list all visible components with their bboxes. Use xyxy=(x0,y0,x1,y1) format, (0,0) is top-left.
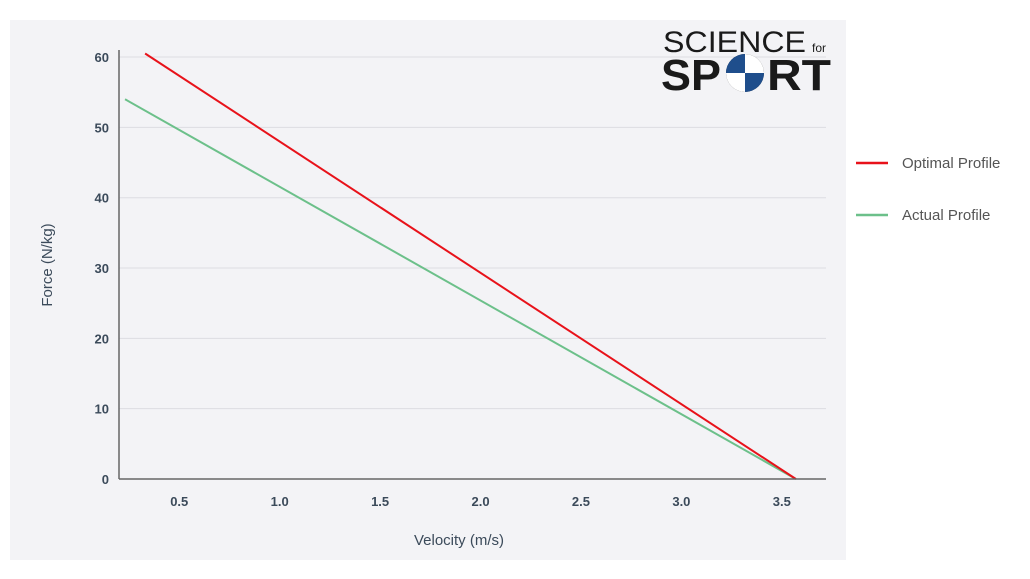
x-tick-label: 1.5 xyxy=(371,494,389,509)
series-line-optimal-profile xyxy=(144,52,797,480)
logo-for-text: for xyxy=(812,41,826,55)
y-tick-label: 40 xyxy=(95,191,109,206)
x-tick-label: 2.5 xyxy=(572,494,590,509)
logo-rt-text: RT xyxy=(767,51,831,100)
x-tick-label: 1.0 xyxy=(271,494,289,509)
logo-science-text: SCIENCE xyxy=(663,26,806,59)
science-for-sport-logo: SCIENCE for SP RT xyxy=(661,26,831,100)
x-tick-labels: 0.5 1.0 1.5 2.0 2.5 3.0 3.5 xyxy=(170,494,791,509)
sport-ball-icon xyxy=(726,54,764,92)
y-tick-label: 10 xyxy=(95,402,109,417)
legend-label: Optimal Profile xyxy=(902,155,1000,172)
y-tick-labels: 0 10 20 30 40 50 60 xyxy=(95,50,109,487)
logo-sp-text: SP xyxy=(661,51,721,100)
y-tick-label: 50 xyxy=(95,120,109,135)
legend: Optimal Profile Actual Profile xyxy=(856,155,1000,224)
x-tick-label: 0.5 xyxy=(170,494,188,509)
y-tick-label: 30 xyxy=(95,261,109,276)
plot-background xyxy=(10,20,846,560)
y-tick-label: 0 xyxy=(102,472,109,487)
series xyxy=(124,52,797,480)
x-tick-label: 3.5 xyxy=(773,494,791,509)
x-tick-label: 3.0 xyxy=(672,494,690,509)
x-axis-title: Velocity (m/s) xyxy=(414,532,504,549)
y-axis-title: Force (N/kg) xyxy=(39,223,56,306)
y-tick-label: 60 xyxy=(95,50,109,65)
x-tick-label: 2.0 xyxy=(471,494,489,509)
legend-label: Actual Profile xyxy=(902,207,990,224)
series-line-actual-profile xyxy=(124,98,797,480)
y-tick-label: 20 xyxy=(95,331,109,346)
